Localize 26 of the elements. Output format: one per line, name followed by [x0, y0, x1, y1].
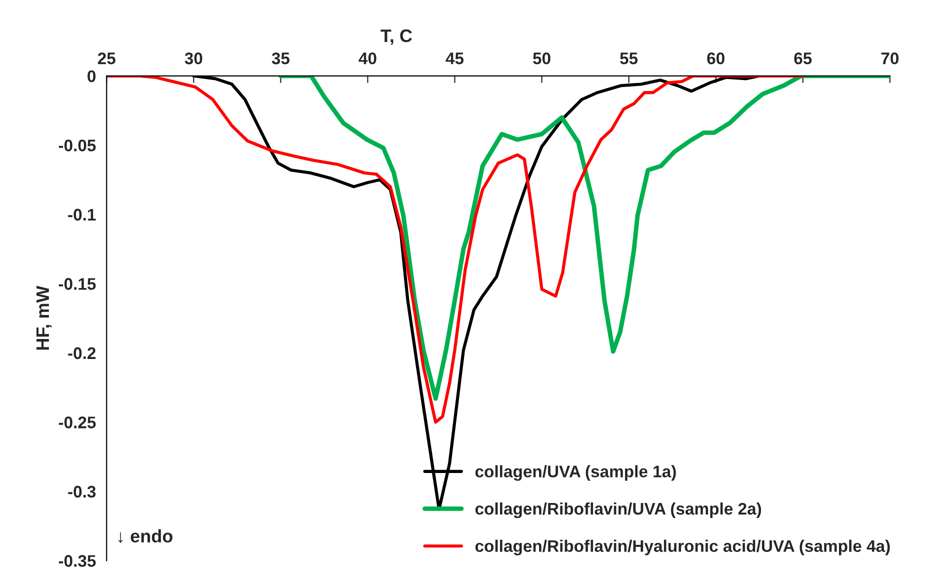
- x-tick-label: 65: [794, 52, 812, 64]
- annotation: ↓ endo: [118, 529, 172, 543]
- x-tick-label: 55: [620, 52, 638, 64]
- y-tick-label: -0.15: [58, 278, 96, 290]
- x-tick-label: 45: [446, 52, 464, 64]
- legend-label: collagen/UVA (sample 1a): [475, 465, 676, 481]
- x-tick-label: 35: [272, 52, 290, 64]
- x-tick-label: 25: [98, 52, 116, 64]
- y-tick-label: -0.3: [68, 486, 96, 498]
- y-tick-label: -0.35: [58, 555, 96, 567]
- y-tick-label: -0.2: [68, 347, 96, 360]
- x-tick-label: 30: [184, 52, 202, 64]
- line-series: [106, 76, 804, 424]
- y-tick-label: -0.05: [58, 140, 96, 152]
- y-tick-label: -0.1: [68, 208, 96, 221]
- x-tick-label: 70: [881, 52, 899, 64]
- line-series: [278, 76, 890, 401]
- x-axis-title: T, C: [380, 29, 412, 45]
- y-tick-label: 0: [88, 70, 96, 82]
- x-tick-label: 40: [358, 52, 376, 64]
- x-tick-label: 60: [707, 52, 724, 64]
- y-axis-title: HF, mW: [36, 286, 52, 350]
- legend-label: collagen/Riboflavin/UVA (sample 2a): [475, 502, 762, 518]
- x-tick-label: 50: [533, 52, 550, 64]
- y-tick-label: -0.25: [58, 416, 96, 428]
- legend-label: collagen/Riboflavin/Hyaluronic acid/UVA (sample 4a): [475, 540, 890, 556]
